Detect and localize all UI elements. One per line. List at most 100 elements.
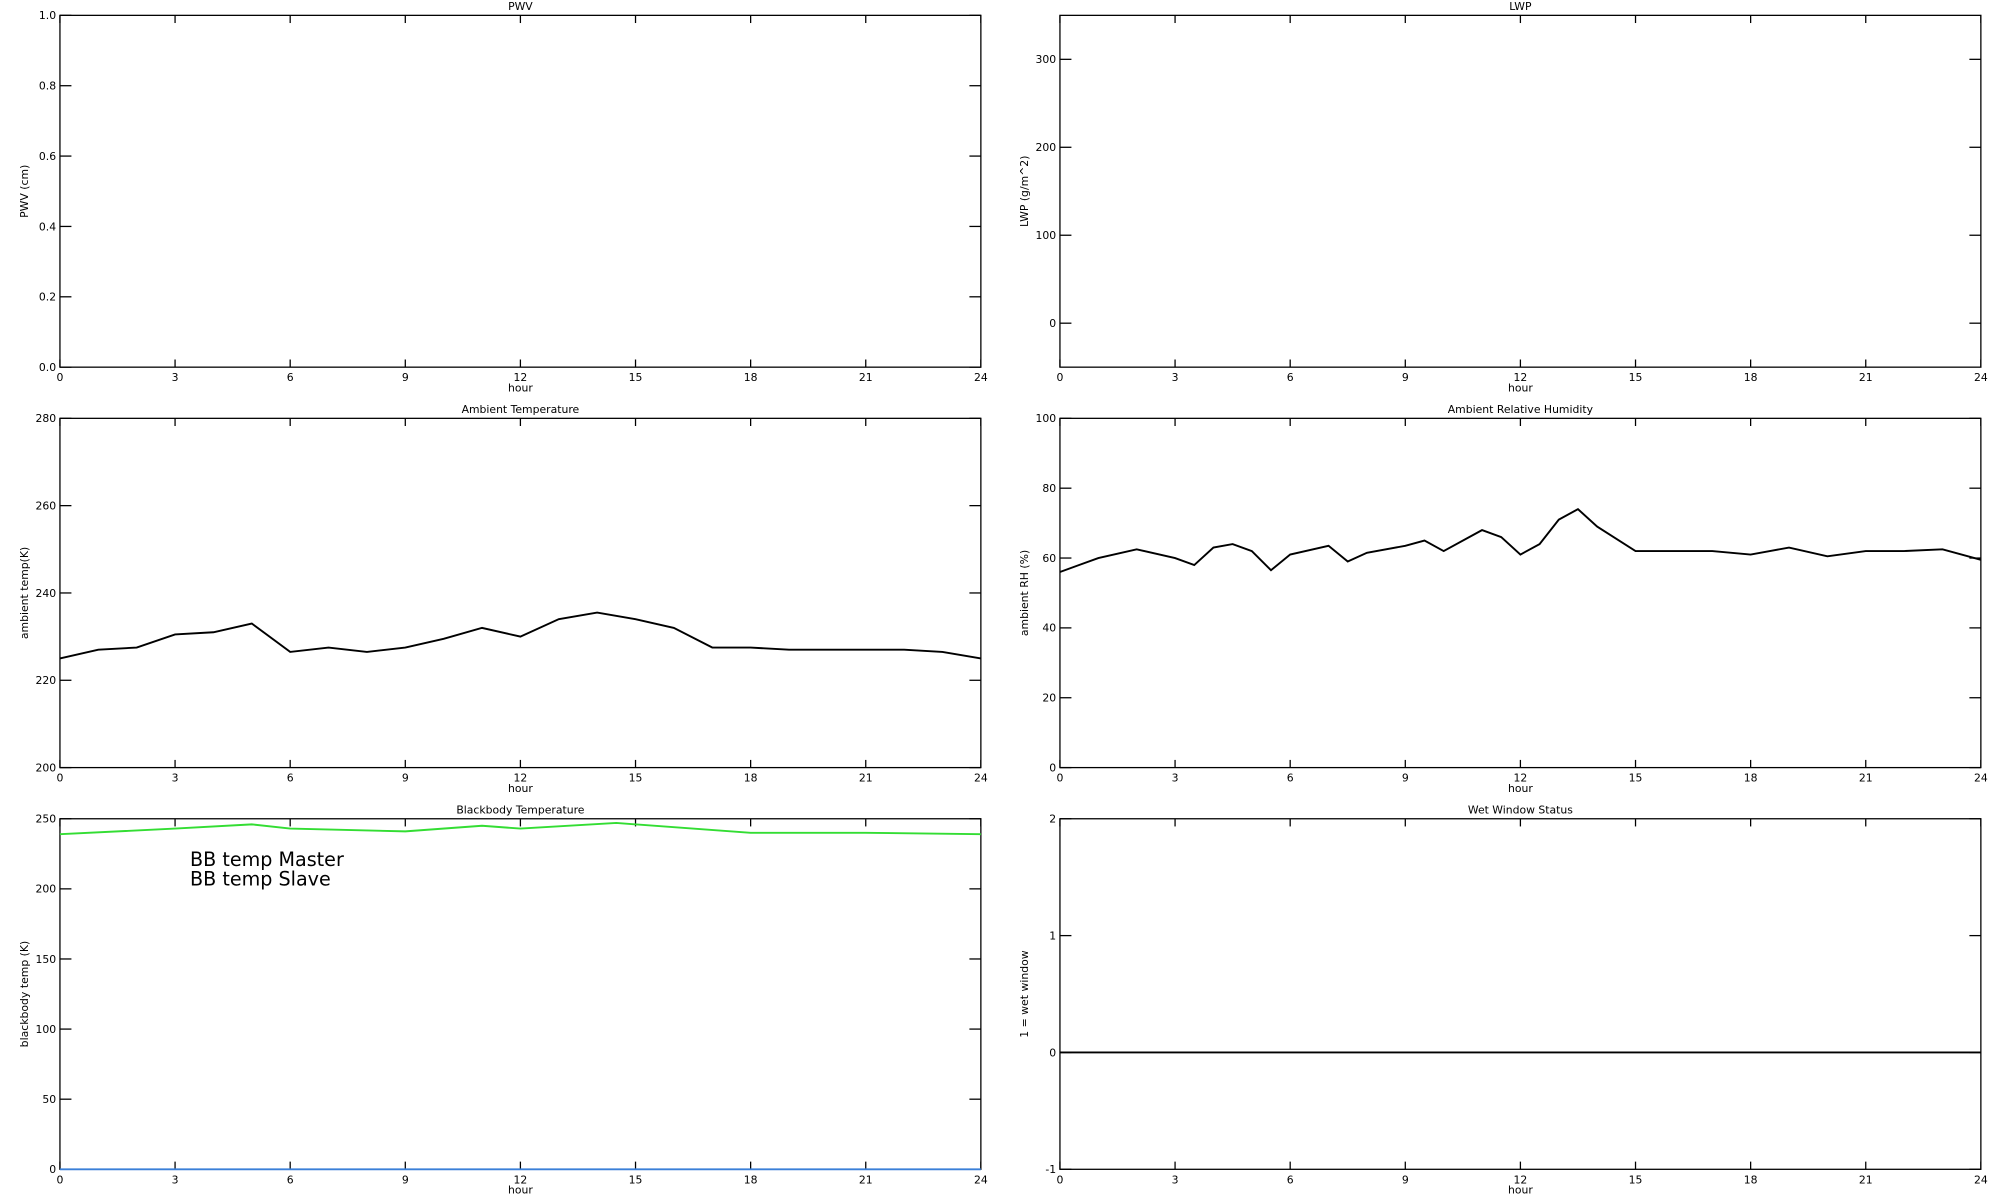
x-tick-label: 9 xyxy=(1402,371,1409,384)
x-tick-label: 3 xyxy=(1172,772,1179,785)
data-line xyxy=(59,611,982,660)
x-tick-label: 3 xyxy=(172,371,179,384)
panel-title: PWV xyxy=(508,0,533,13)
x-axis-label: hour xyxy=(508,1184,533,1197)
y-tick-label: 100 xyxy=(35,1023,56,1036)
x-tick-label: 0 xyxy=(57,1173,64,1186)
legend-entry: BB temp Slave xyxy=(190,867,331,890)
x-tick-label: 24 xyxy=(1974,772,1988,785)
y-tick-label: 0 xyxy=(1049,761,1056,774)
y-tick-label: 50 xyxy=(42,1093,56,1106)
y-tick-label: 2 xyxy=(1049,813,1056,826)
x-tick-label: 3 xyxy=(172,772,179,785)
y-tick-label: 200 xyxy=(35,761,56,774)
y-tick-label: 280 xyxy=(35,412,56,425)
y-tick-label: -1 xyxy=(1045,1163,1056,1176)
x-tick-label: 24 xyxy=(1974,1173,1988,1186)
x-tick-label: 24 xyxy=(974,1173,988,1186)
x-axis-label: hour xyxy=(508,782,533,795)
x-tick-label: 21 xyxy=(1859,772,1873,785)
x-tick-label: 24 xyxy=(1974,371,1988,384)
y-axis-label: ambient RH (%) xyxy=(1018,550,1031,636)
x-tick-label: 6 xyxy=(1287,1173,1294,1186)
legend-entry: BB temp Master xyxy=(190,848,344,871)
y-tick-label: 260 xyxy=(35,499,56,512)
y-axis-label: ambient temp(K) xyxy=(18,547,31,639)
y-tick-label: 0.8 xyxy=(39,80,56,93)
x-tick-label: 21 xyxy=(1859,371,1873,384)
y-tick-label: 220 xyxy=(35,674,56,687)
x-tick-label: 15 xyxy=(1629,371,1643,384)
x-tick-label: 9 xyxy=(402,1173,409,1186)
y-axis-label: LWP (g/m^2) xyxy=(1018,156,1031,227)
x-axis-label: hour xyxy=(1508,782,1533,795)
x-tick-label: 9 xyxy=(1402,772,1409,785)
x-tick-label: 3 xyxy=(172,1173,179,1186)
plot-frame xyxy=(1059,818,1982,1170)
x-tick-label: 0 xyxy=(57,772,64,785)
x-tick-label: 12 xyxy=(514,772,528,785)
x-tick-label: 12 xyxy=(1514,1173,1528,1186)
x-tick-label: 6 xyxy=(287,371,294,384)
y-tick-label: 200 xyxy=(35,883,56,896)
x-tick-label: 6 xyxy=(287,772,294,785)
x-tick-label: 15 xyxy=(629,1173,643,1186)
y-tick-label: 200 xyxy=(1035,141,1056,154)
y-tick-label: 100 xyxy=(1035,229,1056,242)
data-line xyxy=(59,822,981,836)
plot-frame xyxy=(1059,14,1982,368)
y-axis-label: 1 = wet window xyxy=(1018,950,1031,1038)
x-tick-label: 18 xyxy=(744,1173,758,1186)
x-tick-label: 12 xyxy=(514,371,528,384)
x-tick-label: 15 xyxy=(629,772,643,785)
x-tick-label: 18 xyxy=(1744,1173,1758,1186)
x-tick-label: 12 xyxy=(1514,772,1528,785)
x-tick-label: 24 xyxy=(974,371,988,384)
x-tick-label: 24 xyxy=(974,772,988,785)
x-tick-label: 9 xyxy=(402,371,409,384)
y-tick-label: 0 xyxy=(49,1163,56,1176)
plot-frame xyxy=(1059,417,1982,769)
x-tick-label: 18 xyxy=(744,772,758,785)
y-tick-label: 0.4 xyxy=(39,220,56,233)
y-tick-label: 0.6 xyxy=(39,150,56,163)
y-tick-label: 250 xyxy=(35,813,56,826)
panel-title: LWP xyxy=(1509,0,1532,13)
y-tick-label: 150 xyxy=(35,953,56,966)
x-tick-label: 12 xyxy=(1514,371,1528,384)
x-axis-label: hour xyxy=(508,381,533,394)
y-tick-label: 0.0 xyxy=(39,361,56,374)
y-axis-label: blackbody temp (K) xyxy=(18,941,31,1048)
panel-title: Ambient Temperature xyxy=(462,403,580,416)
y-tick-label: 40 xyxy=(1042,622,1056,635)
data-line xyxy=(1059,507,1982,573)
x-tick-label: 21 xyxy=(859,371,873,384)
x-tick-label: 12 xyxy=(514,1173,528,1186)
y-tick-label: 0 xyxy=(1049,1046,1056,1059)
y-tick-label: 240 xyxy=(35,587,56,600)
x-axis-label: hour xyxy=(1508,381,1533,394)
plot-frame xyxy=(59,14,982,368)
x-axis-label: hour xyxy=(1508,1184,1533,1197)
x-tick-label: 3 xyxy=(1172,1173,1179,1186)
x-tick-label: 18 xyxy=(1744,772,1758,785)
x-tick-label: 3 xyxy=(1172,371,1179,384)
x-tick-label: 6 xyxy=(1287,371,1294,384)
y-tick-label: 0 xyxy=(1049,317,1056,330)
x-tick-label: 9 xyxy=(1402,1173,1409,1186)
y-tick-label: 1 xyxy=(1049,929,1056,942)
y-tick-label: 300 xyxy=(1035,53,1056,66)
x-tick-label: 21 xyxy=(859,1173,873,1186)
y-tick-label: 80 xyxy=(1042,482,1056,495)
y-tick-label: 0.2 xyxy=(39,291,56,304)
y-tick-label: 60 xyxy=(1042,552,1056,565)
y-axis-label: PWV (cm) xyxy=(18,165,31,218)
panel-title: Wet Window Status xyxy=(1468,804,1573,817)
panel-title: Blackbody Temperature xyxy=(456,804,584,817)
x-tick-label: 0 xyxy=(1057,772,1064,785)
x-tick-label: 6 xyxy=(1287,772,1294,785)
y-tick-label: 1.0 xyxy=(39,9,56,22)
panel-title: Ambient Relative Humidity xyxy=(1448,403,1594,416)
x-tick-label: 9 xyxy=(402,772,409,785)
x-tick-label: 18 xyxy=(744,371,758,384)
